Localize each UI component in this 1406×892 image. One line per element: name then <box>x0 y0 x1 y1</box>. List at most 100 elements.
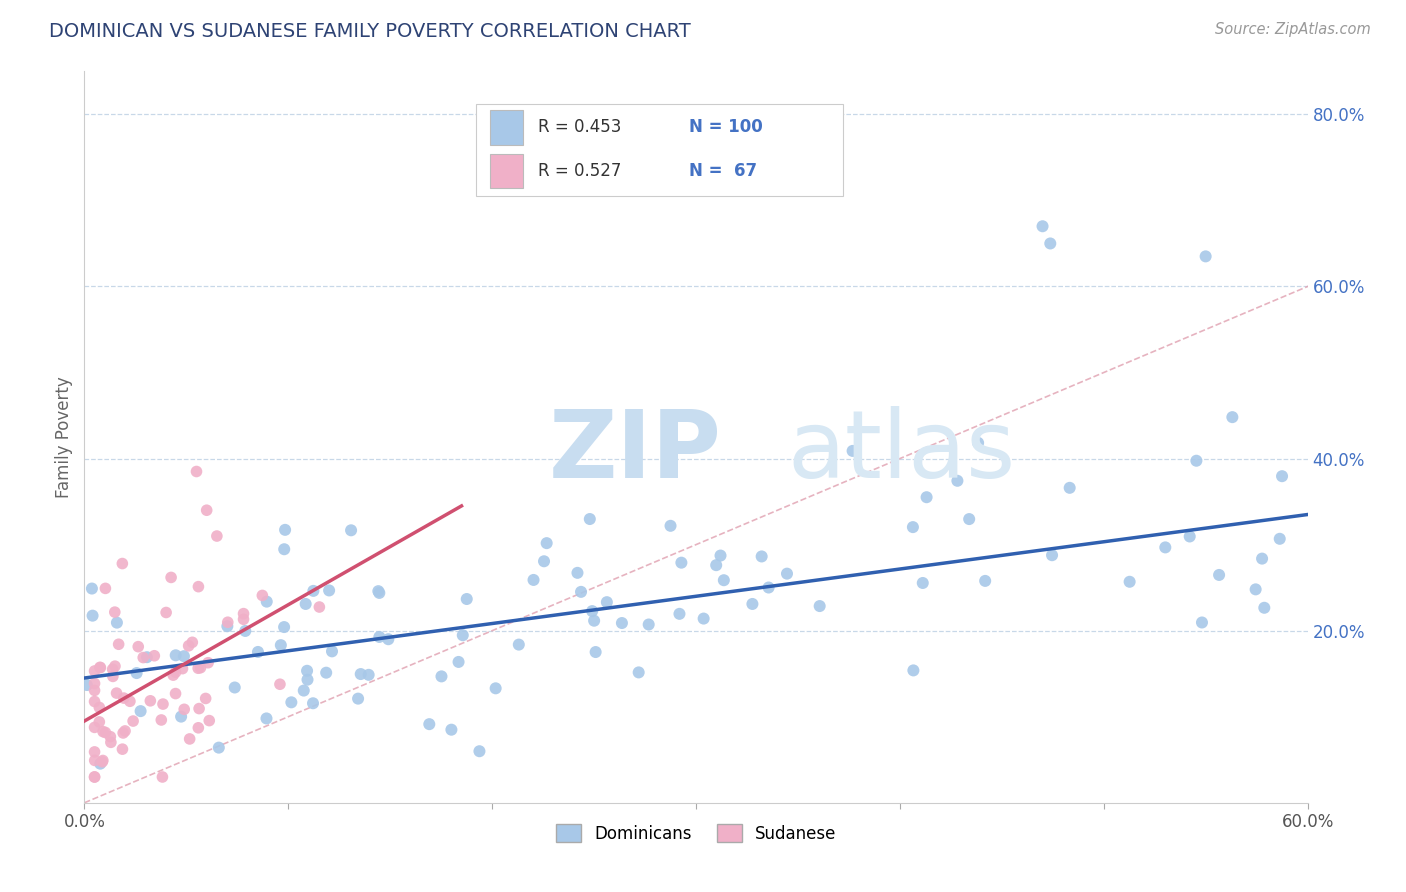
Point <box>187 661 209 675</box>
Point <box>294 597 316 611</box>
Point <box>610 615 633 630</box>
Point <box>105 686 128 700</box>
Point <box>315 665 337 680</box>
Point <box>302 583 325 598</box>
Point <box>80 582 103 596</box>
Point <box>280 695 302 709</box>
Point <box>567 566 589 580</box>
Point <box>536 536 558 550</box>
Point <box>100 735 122 749</box>
Point <box>127 640 149 654</box>
Point <box>946 474 969 488</box>
Point <box>957 512 980 526</box>
Y-axis label: Family Poverty: Family Poverty <box>55 376 73 498</box>
Point <box>194 691 217 706</box>
Point <box>911 576 934 591</box>
Point <box>270 638 292 652</box>
Point <box>569 585 592 599</box>
Point <box>347 691 370 706</box>
Point <box>430 669 453 683</box>
Point <box>1032 219 1054 234</box>
Text: ZIP: ZIP <box>550 406 723 498</box>
Point <box>160 570 183 584</box>
Point <box>1039 236 1062 251</box>
Point <box>1220 410 1243 425</box>
Point <box>1154 541 1177 555</box>
Point <box>709 549 731 563</box>
Point <box>252 589 274 603</box>
Point <box>581 604 603 618</box>
Point <box>195 503 218 517</box>
Point <box>269 677 291 691</box>
Point <box>104 605 127 619</box>
Point <box>368 586 391 600</box>
Point <box>350 667 373 681</box>
Point <box>98 730 121 744</box>
Point <box>187 580 209 594</box>
Point <box>104 659 127 673</box>
Point <box>101 662 124 676</box>
Point <box>967 435 990 450</box>
Point <box>713 573 735 587</box>
Point <box>671 556 693 570</box>
Point <box>1178 529 1201 543</box>
Point <box>377 632 399 647</box>
Point <box>224 681 246 695</box>
Point <box>91 754 114 768</box>
Point <box>232 612 254 626</box>
Point <box>485 681 508 696</box>
Point <box>456 592 478 607</box>
Point <box>321 644 343 658</box>
Legend: Dominicans, Sudanese: Dominicans, Sudanese <box>548 818 844 849</box>
Point <box>173 702 195 716</box>
Point <box>367 584 389 599</box>
Point <box>82 608 104 623</box>
Point <box>173 649 195 664</box>
Point <box>76 678 98 692</box>
Point <box>208 740 231 755</box>
Point <box>89 714 111 729</box>
Point <box>915 490 938 504</box>
Point <box>105 615 128 630</box>
Point <box>162 668 184 682</box>
Point <box>627 665 650 680</box>
Point <box>751 549 773 564</box>
Point <box>1271 469 1294 483</box>
Point <box>1191 615 1213 630</box>
Point <box>522 573 544 587</box>
Text: atlas: atlas <box>787 406 1017 498</box>
Point <box>468 744 491 758</box>
Point <box>308 600 330 615</box>
Point <box>111 742 134 756</box>
Point <box>152 697 174 711</box>
Point <box>340 524 363 538</box>
Point <box>188 701 211 715</box>
Point <box>596 595 619 609</box>
Point <box>256 594 278 608</box>
Point <box>1185 454 1208 468</box>
Point <box>165 687 187 701</box>
Point <box>292 683 315 698</box>
Point <box>841 444 863 458</box>
Point <box>114 723 136 738</box>
Point <box>256 711 278 725</box>
Point <box>217 619 239 633</box>
Point <box>83 770 105 784</box>
Point <box>1059 481 1081 495</box>
Point <box>533 554 555 568</box>
Point <box>901 520 924 534</box>
Point <box>83 720 105 734</box>
Point <box>1251 551 1274 566</box>
Point <box>155 606 177 620</box>
Point <box>112 691 135 706</box>
Point <box>583 614 606 628</box>
Point <box>1253 600 1275 615</box>
Point <box>274 523 297 537</box>
Point <box>111 557 134 571</box>
Point <box>233 624 256 638</box>
Point <box>83 754 105 768</box>
Point <box>190 661 212 675</box>
Point <box>165 665 187 680</box>
Point <box>91 724 114 739</box>
Point <box>692 611 714 625</box>
